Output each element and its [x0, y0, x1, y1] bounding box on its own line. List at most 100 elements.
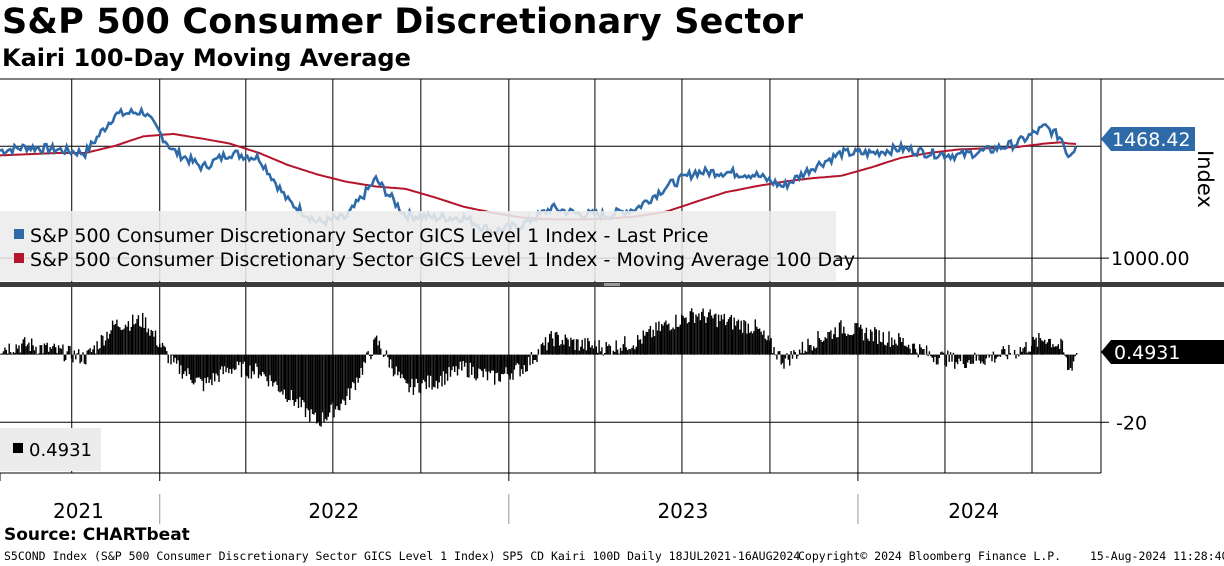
kairi-bar	[104, 340, 107, 355]
kairi-bar	[709, 309, 711, 355]
kairi-bar	[136, 319, 138, 355]
kairi-bar	[85, 354, 87, 365]
kairi-bar	[102, 335, 104, 355]
kairi-bar	[670, 329, 673, 355]
kairi-bar	[972, 354, 975, 364]
kairi-grid	[0, 287, 1101, 473]
kairi-bar	[925, 345, 928, 355]
kairi-bar	[256, 354, 258, 367]
kairi-bar	[7, 353, 9, 355]
kairi-bar	[1042, 341, 1044, 355]
kairi-bar	[669, 330, 671, 355]
kairi-bar	[285, 354, 287, 399]
kairi-bar	[216, 354, 219, 376]
kairi-bar	[242, 354, 244, 364]
kairi-bar	[536, 354, 538, 362]
kairi-bar	[923, 349, 925, 355]
kairi-bar	[1015, 354, 1017, 359]
kairi-bar	[790, 351, 792, 355]
kairi-bar	[746, 333, 748, 355]
kairi-bar	[751, 333, 754, 355]
kairi-bar	[1036, 346, 1039, 355]
kairi-bar	[0, 353, 2, 355]
kairi-bar	[311, 354, 314, 414]
kairi-bar	[695, 314, 697, 355]
kairi-bar	[921, 349, 924, 355]
kairi-bar	[174, 354, 176, 358]
panel-divider-grip[interactable]	[604, 283, 620, 286]
kairi-bar	[825, 338, 828, 355]
kairi-bar	[608, 344, 610, 355]
kairi-bar	[801, 341, 804, 355]
kairi-bar	[879, 341, 882, 355]
kairi-bar	[236, 354, 238, 362]
kairi-bar	[668, 323, 670, 355]
kairi-bar	[80, 354, 83, 362]
kairi-bar	[903, 345, 906, 355]
kairi-bar	[756, 326, 758, 355]
kairi-last-value-tag: 0.4931	[1101, 340, 1224, 364]
kairi-bar	[927, 354, 929, 357]
kairi-bar	[971, 354, 973, 364]
kairi-bar	[384, 354, 386, 356]
kairi-bar	[159, 343, 161, 355]
kairi-bar	[502, 354, 504, 375]
kairi-bar	[820, 340, 822, 355]
kairi-bar	[682, 315, 684, 355]
kairi-bar	[551, 338, 554, 355]
kairi-bar	[390, 354, 392, 360]
kairi-bar	[46, 342, 48, 355]
kairi-bar	[340, 354, 342, 404]
kairi-bar	[810, 344, 812, 355]
kairi-bar	[337, 354, 339, 410]
kairi-bar	[319, 354, 321, 426]
kairi-bar	[468, 354, 470, 378]
kairi-bar	[333, 354, 335, 418]
kairi-bar	[399, 354, 402, 379]
kairi-bar	[641, 343, 643, 355]
kairi-bar	[621, 350, 623, 355]
kairi-bar	[357, 354, 359, 383]
kairi-bar	[591, 345, 593, 355]
kairi-bar	[397, 354, 399, 376]
kairi-bar	[170, 354, 172, 365]
kairi-bar	[324, 354, 327, 419]
kairi-bar	[428, 354, 430, 388]
kairi-bar	[696, 316, 699, 355]
kairi-bar	[830, 330, 832, 355]
kairi-bar	[868, 340, 870, 355]
kairi-bar	[797, 354, 799, 356]
kairi-bar	[1019, 347, 1021, 355]
kairi-bar	[199, 354, 202, 380]
kairi-bar	[987, 354, 989, 356]
price-axis-title: Index	[1193, 150, 1217, 208]
kairi-bar	[275, 354, 277, 382]
kairi-bar	[392, 354, 395, 377]
kairi-bar	[401, 354, 403, 375]
kairi-bar	[1038, 333, 1040, 355]
kairi-bar	[563, 344, 565, 355]
kairi-bar	[1013, 350, 1016, 355]
kairi-bar	[648, 329, 650, 355]
kairi-bar	[387, 354, 389, 358]
kairi-bar	[858, 327, 860, 355]
kairi-bar	[21, 343, 23, 355]
kairi-bar	[353, 354, 355, 384]
kairi-bar	[837, 337, 839, 355]
kairi-bar	[367, 351, 369, 355]
kairi-bar	[587, 338, 589, 355]
kairi-bar	[294, 354, 297, 402]
kairi-bar	[419, 354, 422, 394]
kairi-bar	[855, 323, 858, 355]
kairi-bar	[920, 347, 922, 355]
kairi-bar	[455, 354, 457, 367]
kairi-bar	[347, 354, 349, 389]
kairi-bar	[65, 354, 67, 361]
kairi-bar	[110, 330, 112, 355]
kairi-bar	[969, 354, 972, 364]
kairi-bar	[505, 354, 507, 368]
kairi-bar	[187, 354, 189, 369]
kairi-bar	[781, 354, 784, 364]
kairi-bar	[824, 337, 826, 355]
